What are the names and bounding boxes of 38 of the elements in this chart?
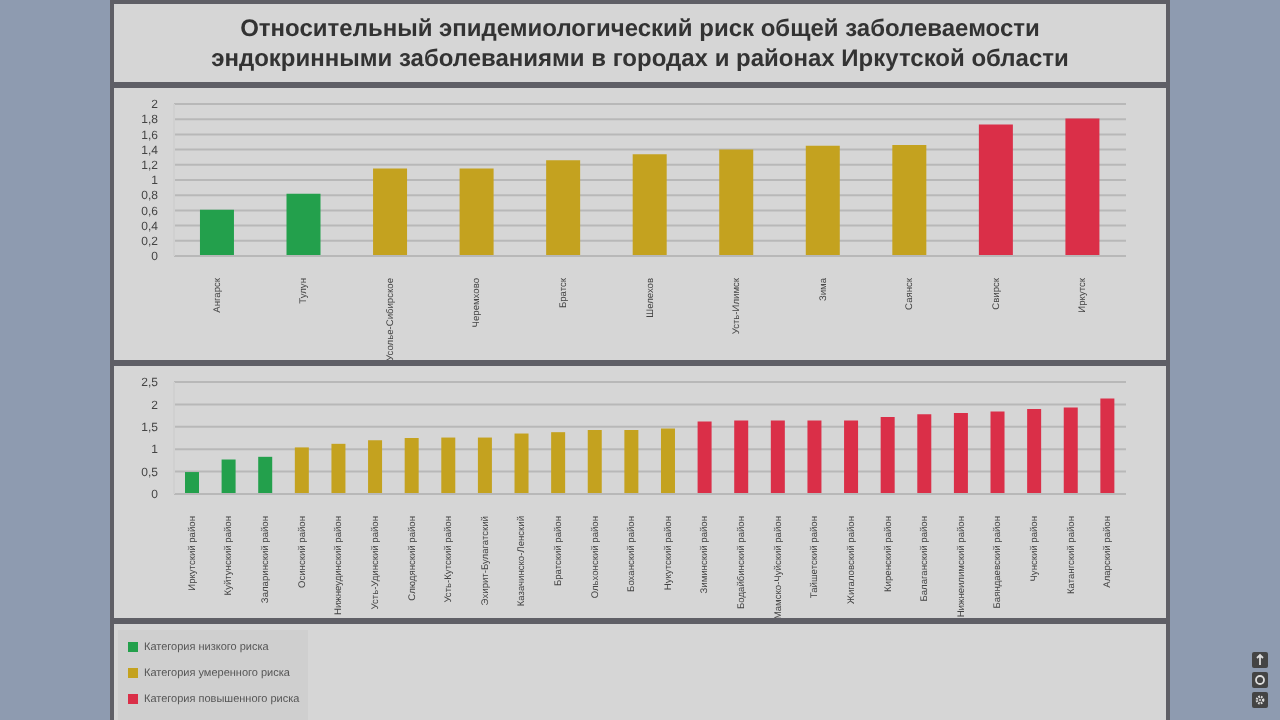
bar [404,438,419,494]
bar [990,411,1005,494]
bar [697,421,712,494]
bar [660,428,675,494]
bar [917,414,932,494]
bar [258,456,273,494]
bar [770,420,785,494]
bar [1065,118,1100,256]
bar [892,145,927,256]
bar [373,168,408,256]
bar [331,443,346,494]
bar [286,193,321,256]
bar [477,437,492,494]
bar [587,429,602,494]
bar [551,432,566,494]
bar [294,447,309,494]
bar [368,440,383,494]
bar [953,412,968,494]
bar [807,420,822,494]
bar [546,160,581,256]
bar [459,168,494,256]
bar [441,437,456,494]
bar [734,420,749,494]
bar [844,420,859,494]
bar [514,433,529,494]
bar [719,149,754,256]
bar [1027,408,1042,494]
bar [978,124,1013,256]
bar [221,459,236,494]
bar [880,416,895,494]
bar [1100,398,1115,494]
chart-title: Относительный эпидемиологический риск общей заболеваемости эндокринными заболеваниями в городах и районах Иркутской области [110,0,1170,86]
bar [632,154,667,256]
bar [1063,407,1078,494]
bar [624,429,639,494]
bar [184,472,199,494]
bar [805,145,840,256]
bar [199,209,234,256]
